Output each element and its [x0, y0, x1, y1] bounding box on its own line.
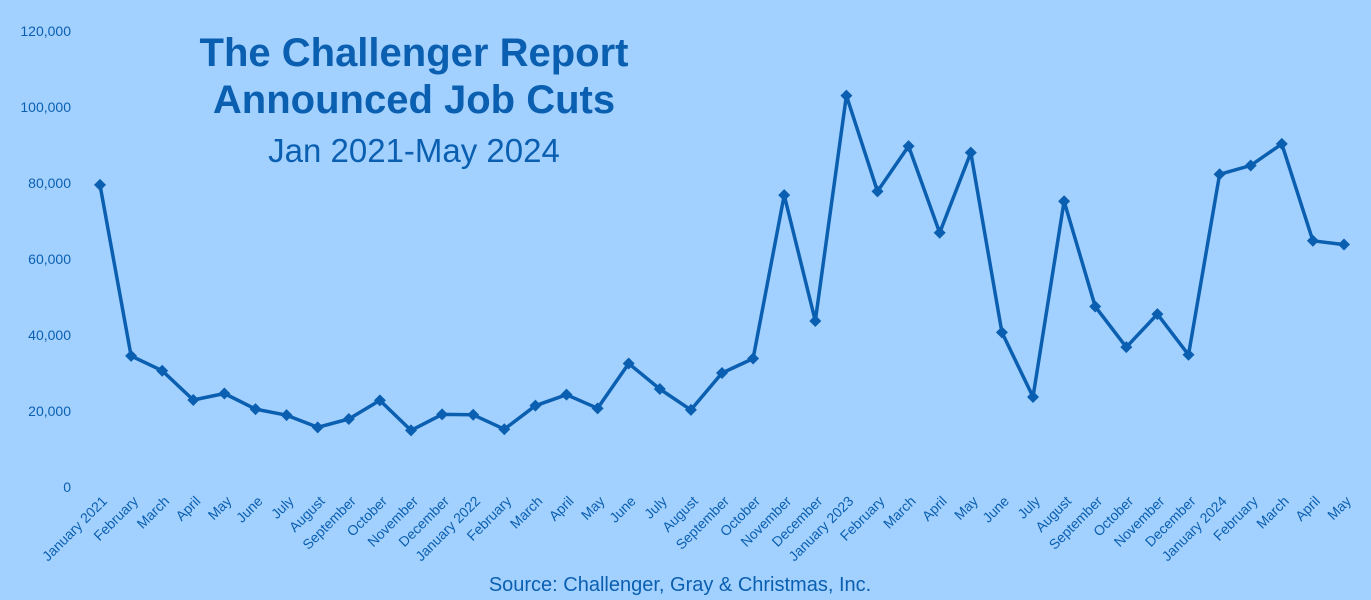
data-point — [311, 421, 324, 434]
data-point — [591, 402, 604, 415]
x-tick-label: April — [919, 493, 950, 524]
data-point — [840, 89, 853, 102]
x-tick-label: June — [233, 493, 266, 526]
data-point — [653, 382, 666, 395]
data-point — [560, 388, 573, 401]
y-axis: 0 20,000 40,000 60,000 80,000 100,000 120,000 — [20, 23, 71, 495]
chart-title-line2: Announced Job Cuts — [213, 78, 615, 122]
data-point — [373, 394, 386, 407]
x-tick-label: March — [1253, 493, 1292, 532]
source-note: Source: Challenger, Gray & Christmas, In… — [489, 574, 871, 596]
data-point — [498, 423, 511, 436]
y-tick-label: 120,000 — [20, 23, 71, 39]
y-tick-label: 20,000 — [28, 403, 71, 419]
data-point — [1182, 348, 1195, 361]
data-point — [156, 364, 169, 377]
data-point — [902, 140, 915, 153]
x-tick-label: May — [578, 493, 608, 523]
x-tick-label: March — [507, 493, 546, 532]
data-point — [125, 349, 138, 362]
data-point — [1275, 137, 1288, 150]
data-point — [529, 399, 542, 412]
data-point — [684, 403, 697, 416]
data-point — [1213, 168, 1226, 181]
x-tick-label: March — [133, 493, 172, 532]
data-point — [249, 403, 262, 416]
data-point — [716, 367, 728, 379]
chart-subtitle: Jan 2021-May 2024 — [268, 132, 560, 169]
data-point — [1089, 300, 1102, 313]
data-point — [778, 189, 791, 202]
data-point — [1338, 238, 1350, 251]
x-tick-label: May — [951, 493, 981, 523]
data-point — [1151, 308, 1164, 321]
data-point — [280, 409, 293, 422]
y-tick-label: 0 — [63, 479, 71, 495]
y-tick-label: 80,000 — [28, 175, 71, 191]
series-job-cuts — [94, 89, 1350, 437]
x-tick-label: April — [172, 493, 203, 524]
x-tick-label: April — [545, 493, 576, 524]
data-point — [187, 393, 200, 406]
x-tick-label: May — [1324, 493, 1354, 523]
x-tick-label: June — [979, 493, 1012, 526]
y-tick-label: 100,000 — [20, 99, 71, 115]
x-tick-label: June — [606, 493, 639, 526]
y-tick-label: 60,000 — [28, 251, 71, 267]
data-point — [1120, 341, 1133, 354]
data-point — [1244, 159, 1257, 172]
x-tick-label: March — [880, 493, 919, 532]
data-point — [964, 146, 977, 159]
chart-title: The Challenger Report — [200, 31, 629, 75]
data-point — [933, 226, 946, 239]
data-point — [436, 408, 449, 421]
data-point — [1306, 234, 1319, 247]
data-point — [622, 357, 635, 370]
data-point — [995, 326, 1008, 339]
data-point — [467, 408, 480, 421]
data-point — [405, 424, 417, 437]
data-point — [747, 352, 760, 365]
data-point — [1027, 390, 1039, 403]
data-point — [94, 178, 106, 191]
data-point — [809, 314, 822, 327]
data-point — [1058, 195, 1071, 208]
x-tick-label: April — [1292, 493, 1323, 524]
x-tick-label: May — [205, 493, 235, 523]
data-point — [871, 185, 884, 198]
data-point — [342, 412, 355, 425]
data-point — [218, 387, 231, 400]
y-tick-label: 40,000 — [28, 327, 71, 343]
